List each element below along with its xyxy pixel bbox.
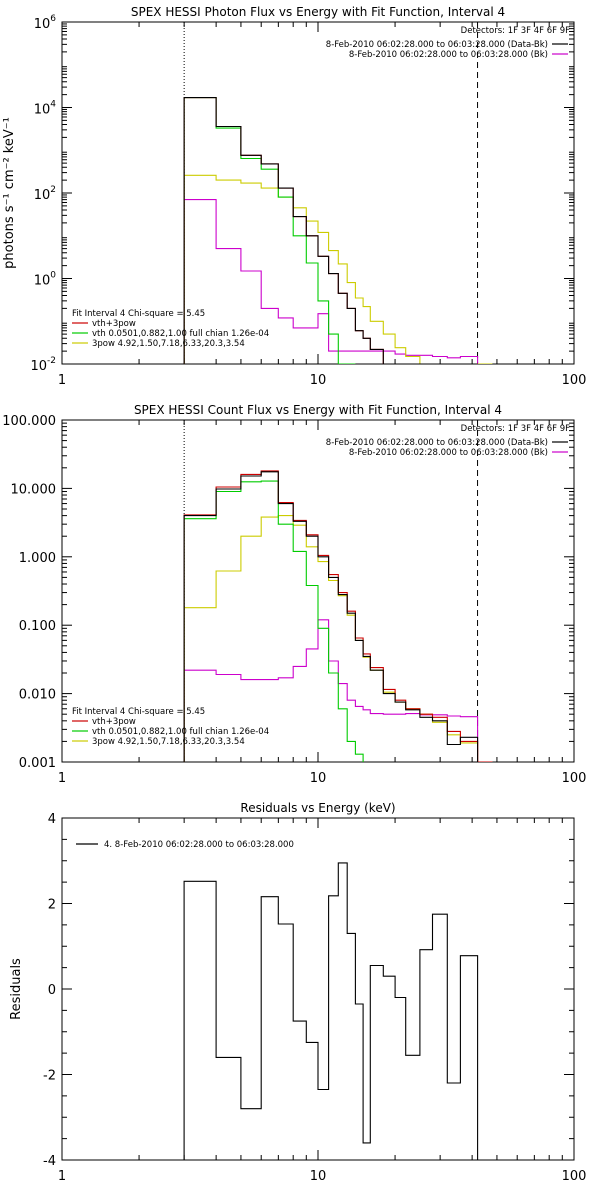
y-tick-base: 10 — [34, 274, 51, 289]
series-background-line — [183, 619, 479, 762]
legend-entry-label: 8-Feb-2010 06:02:28.000 to 06:03:28.000 … — [349, 50, 548, 60]
y-tick-exponent: 0 — [50, 271, 56, 281]
legend-detectors: Detectors: 1F 3F 4F 6F 9F — [461, 26, 570, 36]
x-tick-label: 10 — [310, 1169, 327, 1184]
series-vth-line — [183, 480, 364, 762]
x-tick-label: 10 — [310, 373, 327, 388]
y-tick-label: 2 — [48, 898, 56, 913]
x-tick-label: 100 — [562, 1169, 587, 1184]
series-3pow-line — [183, 174, 493, 364]
series-residuals-line — [183, 862, 479, 1160]
legend-fit-header: Fit Interval 4 Chi-square = 5.45 — [72, 707, 205, 717]
y-tick-base: 10 — [34, 17, 51, 32]
x-tick-label: 100 — [562, 771, 587, 786]
y-tick-label: -4 — [43, 1154, 56, 1169]
y-tick-exponent: 4 — [50, 100, 56, 110]
x-tick-label: 1 — [58, 373, 66, 388]
legend-entry-label: 8-Feb-2010 06:02:28.000 to 06:03:28.000 … — [326, 438, 548, 448]
legend-entry-label: vth 0.0501,0.882,1.00 full chian 1.26e-0… — [92, 727, 269, 737]
y-tick-label: 104 — [34, 100, 57, 118]
legend-left: Fit Interval 4 Chi-square = 5.45vth+3pow… — [72, 309, 269, 349]
chart-title: SPEX HESSI Photon Flux vs Energy with Fi… — [131, 5, 505, 19]
y-axis-label: photons s⁻¹ cm⁻² keV⁻¹ — [2, 117, 17, 269]
y-tick-base: 10 — [30, 359, 47, 374]
y-tick-label: 4 — [48, 812, 56, 827]
legend-entry-label: vth+3pow — [92, 717, 136, 727]
y-tick-base: 10 — [34, 188, 51, 203]
legend-detectors: Detectors: 1F 3F 4F 6F 9F — [461, 424, 570, 434]
series-total-line — [183, 470, 493, 762]
y-axis-label: Residuals — [9, 958, 24, 1020]
y-tick-label: 0 — [48, 983, 56, 998]
x-tick-label: 1 — [58, 1169, 66, 1184]
chart-title: Residuals vs Energy (keV) — [240, 801, 395, 815]
legend-entry-label: 8-Feb-2010 06:02:28.000 to 06:03:28.000 … — [326, 40, 548, 50]
x-tick-label: 1 — [58, 771, 66, 786]
y-tick-label: 102 — [34, 185, 56, 203]
series-data-line — [183, 97, 478, 364]
plot-frame — [61, 817, 575, 1161]
y-tick-label: 106 — [34, 14, 57, 32]
series-layer — [183, 97, 493, 364]
y-tick-base: 10 — [34, 103, 51, 118]
chart-panel-3: Residuals vs Energy (keV) 1 10 100 -4 -2 0 2 4 Re… — [9, 801, 586, 1184]
x-tick-label: 10 — [310, 771, 327, 786]
chart-panel-1: SPEX HESSI Photon Flux vs Energy with Fi… — [2, 5, 586, 388]
legend-entry-label: vth+3pow — [92, 319, 136, 329]
y-tick-label: 0.001 — [19, 756, 56, 771]
y-tick-label: 10.000 — [11, 482, 57, 497]
series-layer — [183, 470, 493, 762]
legend-residuals: 4. 8-Feb-2010 06:02:28.000 to 06:03:28.0… — [76, 840, 294, 850]
chart-panel-2: SPEX HESSI Count Flux vs Energy with Fit… — [2, 403, 586, 786]
y-tick-label: 0.010 — [19, 688, 56, 703]
chart-title: SPEX HESSI Count Flux vs Energy with Fit… — [134, 403, 502, 417]
y-tick-label: 10-2 — [30, 356, 56, 374]
legend-left: Fit Interval 4 Chi-square = 5.45vth+3pow… — [72, 707, 269, 747]
legend-fit-header: Fit Interval 4 Chi-square = 5.45 — [72, 309, 205, 319]
legend-entry-label: 3pow 4.92,1.50,7.18,6.33,20.3,3.54 — [92, 339, 245, 349]
legend-entry-label: 4. 8-Feb-2010 06:02:28.000 to 06:03:28.0… — [104, 840, 294, 850]
y-tick-label: 100.000 — [2, 414, 56, 429]
series-background-line — [183, 199, 479, 364]
y-tick-exponent: -2 — [47, 356, 56, 366]
series-vth-line — [183, 97, 356, 364]
legend-right: Detectors: 1F 3F 4F 6F 9F 8-Feb-2010 06:0… — [326, 424, 570, 458]
y-tick-label: 1.000 — [19, 551, 56, 566]
series-3pow-line — [183, 515, 493, 762]
y-tick-exponent: 2 — [50, 185, 56, 195]
legend-right: Detectors: 1F 3F 4F 6F 9F 8-Feb-2010 06:0… — [326, 26, 570, 60]
y-tick-label: 0.100 — [19, 619, 56, 634]
y-tick-label: 100 — [34, 271, 57, 289]
series-total-line — [183, 97, 478, 364]
x-tick-label: 100 — [562, 373, 587, 388]
y-tick-label: -2 — [43, 1069, 56, 1084]
legend-entry-label: vth 0.0501,0.882,1.00 full chian 1.26e-0… — [92, 329, 269, 339]
y-tick-exponent: 6 — [50, 14, 56, 24]
legend-entry-label: 8-Feb-2010 06:02:28.000 to 06:03:28.000 … — [349, 448, 548, 458]
series-data-line — [183, 471, 479, 762]
series-layer — [183, 862, 479, 1160]
legend-entry-label: 3pow 4.92,1.50,7.18,6.33,20.3,3.54 — [92, 737, 245, 747]
